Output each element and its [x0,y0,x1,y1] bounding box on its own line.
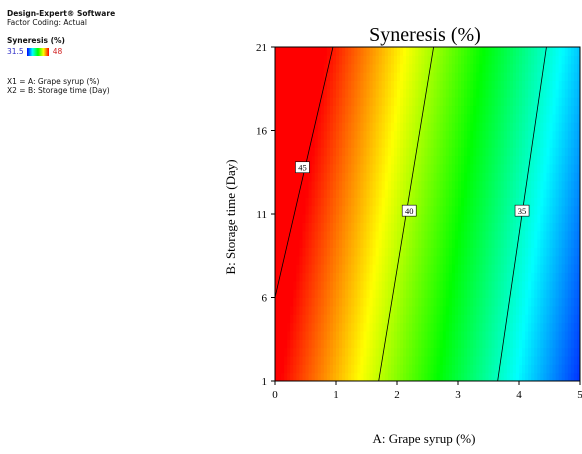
y-tick-label: 16 [256,126,268,138]
contour-label-45: 45 [298,162,307,172]
color-legend: 31.5 48 [7,47,115,56]
x-tick-label: 3 [455,389,461,401]
x1-definition: X1 = A: Grape syrup (%) [7,77,100,86]
x-tick-label: 0 [272,389,278,401]
sidebar-info: Design-Expert® Software Factor Coding: A… [7,9,115,95]
x2-definition: X2 = B: Storage time (Day) [7,86,110,95]
y-tick-label: 1 [262,376,268,388]
response-label: Syneresis (%) [7,36,65,45]
y-axis-label: B: Storage time (Day) [223,159,238,274]
factor-coding: Factor Coding: Actual [7,18,87,27]
x-tick-label: 5 [577,389,582,401]
y-tick-label: 21 [256,42,267,54]
y-tick-label: 11 [256,209,267,221]
x-tick-label: 2 [394,389,400,401]
contour-label-box-40 [401,204,417,217]
legend-max: 48 [52,47,63,56]
contour-label-box-35 [514,204,530,217]
contour-label-40: 40 [405,206,414,216]
x-axis-label: A: Grape syrup (%) [373,431,476,446]
software-name: Design-Expert® Software [7,9,116,18]
contour-label-box-45 [295,161,310,174]
contour-label-35: 35 [518,206,527,216]
x-tick-label: 4 [516,389,522,401]
x-tick-label: 1 [333,389,339,401]
legend-gradient [26,47,49,56]
y-tick-label: 6 [262,293,268,305]
legend-min: 31.5 [7,47,24,56]
response-surface [275,47,580,381]
chart-title: Syneresis (%) [369,24,481,46]
